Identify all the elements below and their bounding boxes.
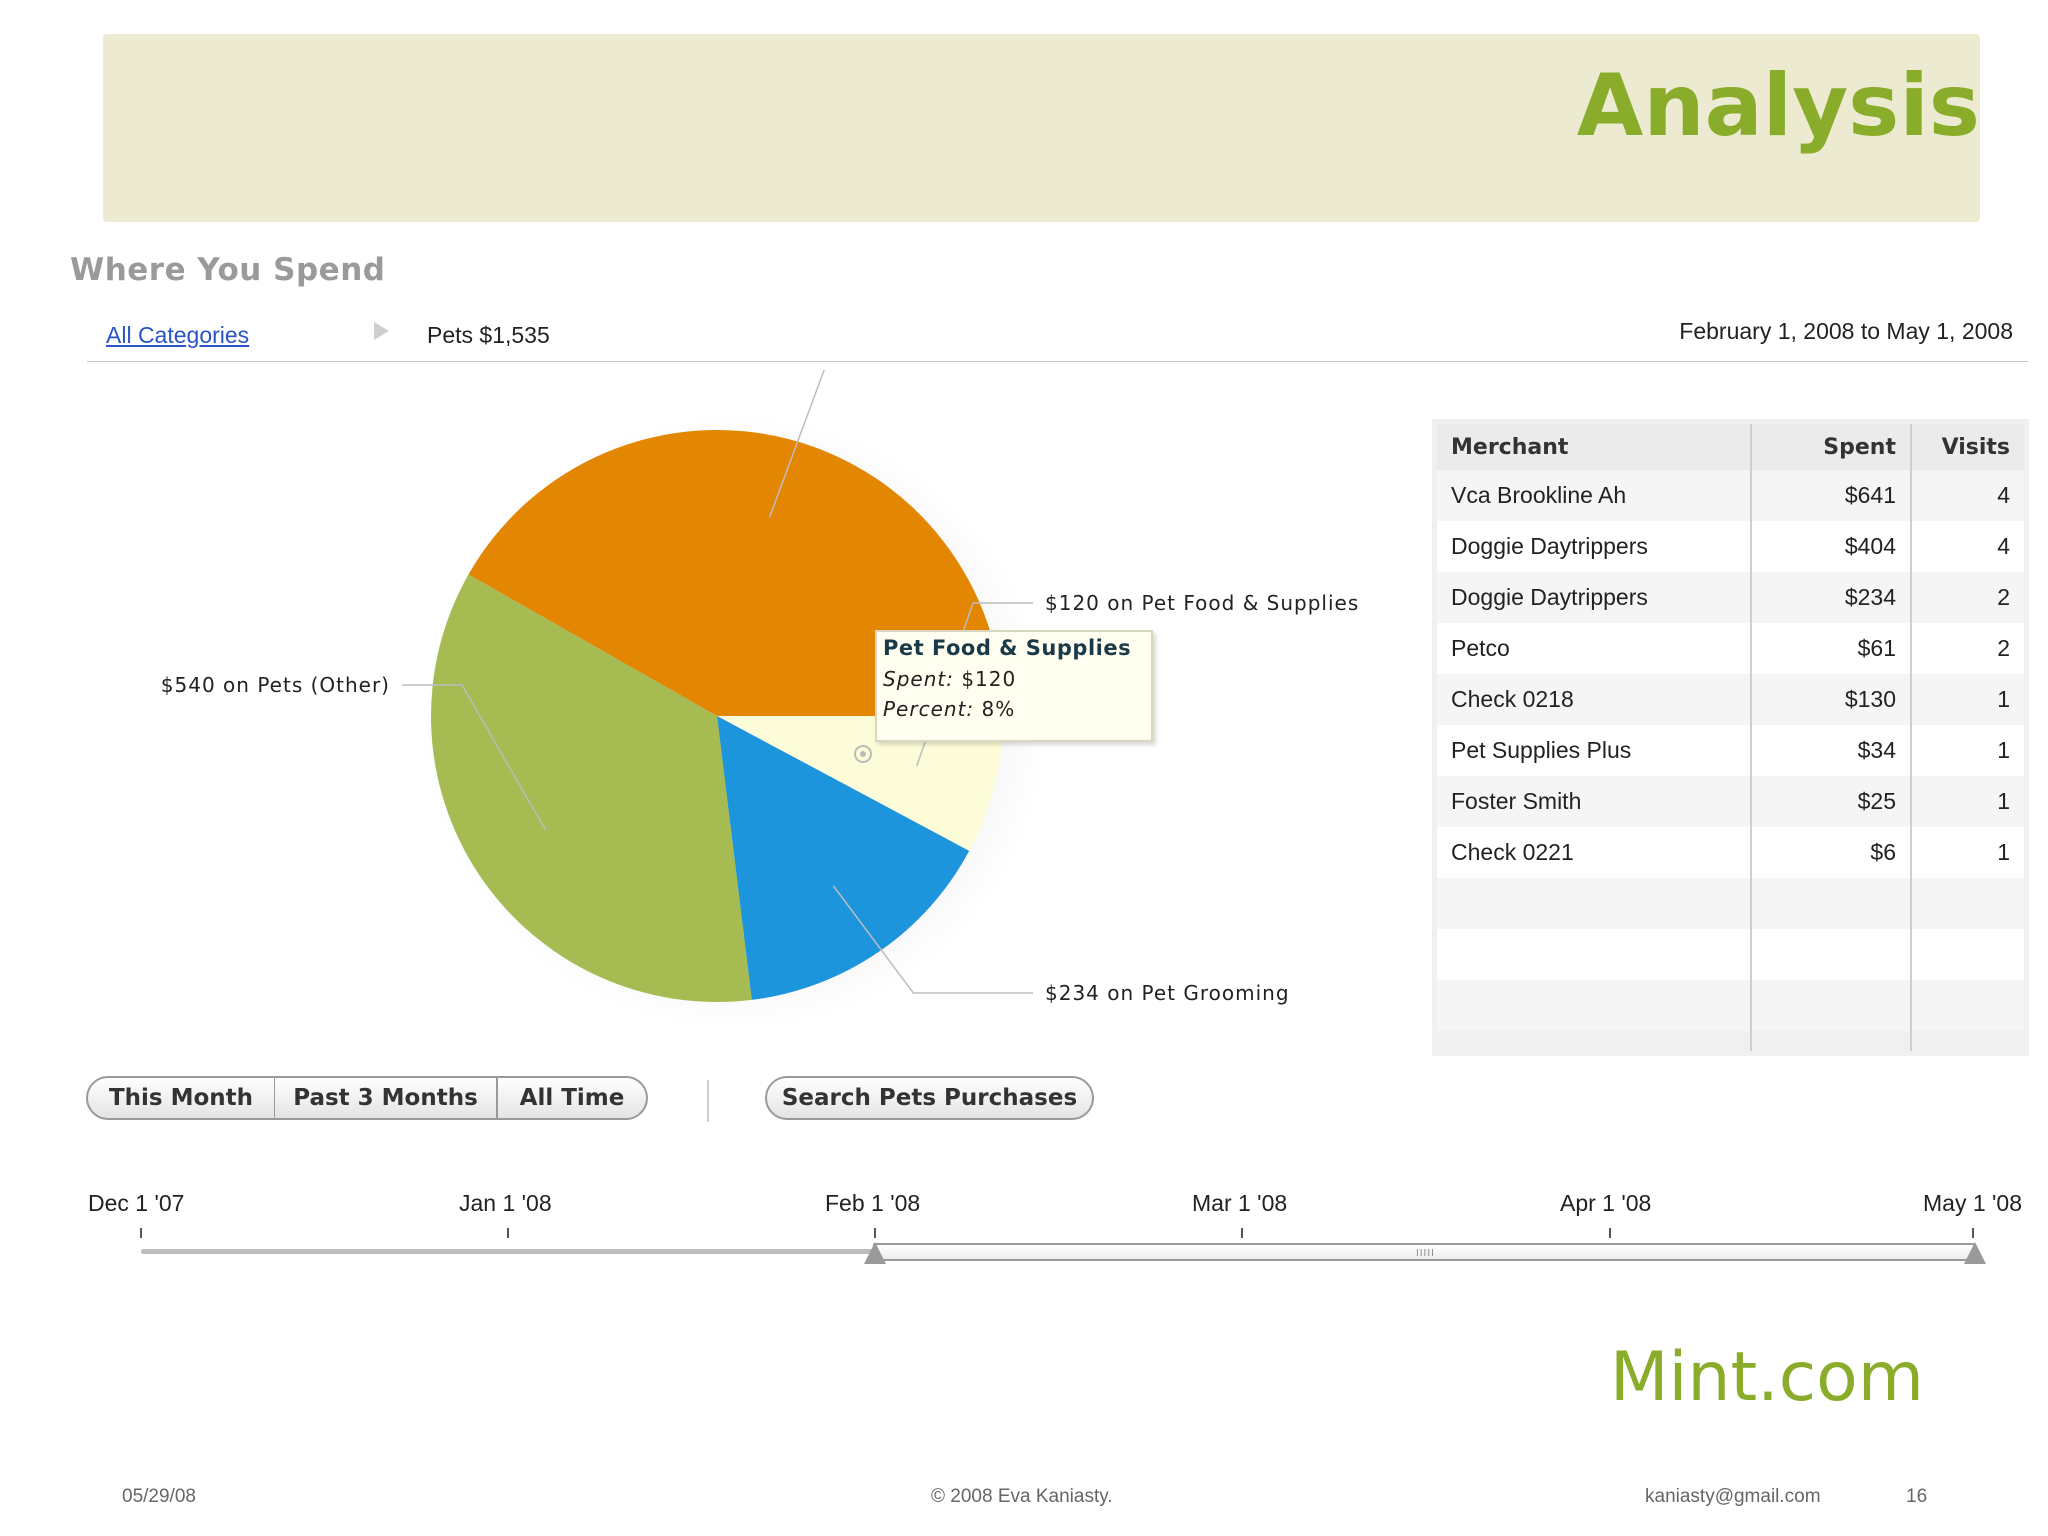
spent-cell: $34 xyxy=(1751,725,1912,776)
visits-cell: 2 xyxy=(1911,572,2024,623)
pie-leader-line xyxy=(832,885,1033,994)
tooltip-title: Pet Food & Supplies xyxy=(883,636,1132,660)
merchant-cell: Check 0221 xyxy=(1437,827,1752,878)
spent-cell: $234 xyxy=(1751,572,1912,623)
timeline-label: Jan 1 '08 xyxy=(459,1190,552,1216)
timeline-tick xyxy=(1241,1228,1243,1238)
timeline-tick xyxy=(874,1228,876,1238)
tooltip-percent-row: Percent: 8% xyxy=(883,697,1015,721)
merchant-cell: Pet Supplies Plus xyxy=(1437,725,1752,776)
visits-cell: 1 xyxy=(1911,827,2024,878)
timeline-end-handle[interactable] xyxy=(1964,1242,1986,1264)
timeline-tick xyxy=(1609,1228,1611,1238)
timeline-label: Mar 1 '08 xyxy=(1192,1190,1288,1216)
pie-slice-pet-food-supplies[interactable] xyxy=(717,716,1003,851)
table-row[interactable]: Pet Supplies Plus $34 1 xyxy=(1437,725,2024,776)
column-header-spent[interactable]: Spent xyxy=(1751,424,1912,470)
merchant-table-panel: Merchant Spent Visits Vca Brookline Ah $6… xyxy=(1432,419,2029,1056)
table-row[interactable]: Vca Brookline Ah $641 4 xyxy=(1437,470,2024,521)
pie-chart: $641 on Veterinary$120 on Pet Food & Sup… xyxy=(161,370,1359,1030)
footer-email: kaniasty@gmail.com xyxy=(1645,1486,1821,1507)
timeline-track xyxy=(141,1249,876,1254)
timeline-label: Feb 1 '08 xyxy=(825,1190,921,1216)
tooltip-spent-label: Spent: xyxy=(883,667,954,691)
spent-cell: $6 xyxy=(1751,827,1912,878)
merchant-cell: Doggie Daytrippers xyxy=(1437,521,1752,572)
slide-title: Analysis xyxy=(1576,56,1980,156)
merchant-cell: Petco xyxy=(1437,623,1752,674)
tooltip-spent-value: $120 xyxy=(961,667,1017,691)
pie-tooltip: Pet Food & Supplies Spent: $120 Percent:… xyxy=(875,630,1153,742)
timeline-grip-icon[interactable]: IIIII xyxy=(1416,1248,1435,1259)
table-row[interactable]: Check 0218 $130 1 xyxy=(1437,674,2024,725)
pie-leader-line xyxy=(402,684,547,831)
divider xyxy=(87,361,2028,362)
pie-label-pet-food-supplies: $120 on Pet Food & Supplies xyxy=(1045,591,1359,615)
column-header-merchant[interactable]: Merchant xyxy=(1437,424,1752,470)
slice-marker-dot xyxy=(860,751,866,757)
date-range: February 1, 2008 to May 1, 2008 xyxy=(1679,318,2013,344)
tooltip-percent-value: 8% xyxy=(981,697,1016,721)
empty-row xyxy=(1437,980,2024,1031)
footer-page-number: 16 xyxy=(1906,1486,1928,1507)
column-header-visits[interactable]: Visits xyxy=(1911,424,2024,470)
column-divider xyxy=(1910,878,1912,1051)
visits-cell: 1 xyxy=(1911,725,2024,776)
merchant-cell: Vca Brookline Ah xyxy=(1437,470,1752,521)
title-banner xyxy=(103,34,1980,222)
visits-cell: 1 xyxy=(1911,674,2024,725)
spent-cell: $130 xyxy=(1751,674,1912,725)
section-title: Where You Spend xyxy=(70,252,386,288)
table-empty-rows xyxy=(1437,878,2024,1051)
timeline-label: Dec 1 '07 xyxy=(88,1190,185,1216)
table-row[interactable]: Doggie Daytrippers $234 2 xyxy=(1437,572,2024,623)
table-row[interactable]: Petco $61 2 xyxy=(1437,623,2024,674)
search-pets-purchases-button[interactable]: Search Pets Purchases xyxy=(765,1076,1094,1120)
pie-label-pet-grooming: $234 on Pet Grooming xyxy=(1045,981,1290,1005)
slice-marker xyxy=(854,745,872,763)
empty-row xyxy=(1437,929,2024,980)
all-time-button[interactable]: All Time xyxy=(496,1076,648,1120)
tooltip-spent-row: Spent: $120 xyxy=(883,667,1016,691)
merchant-table: Merchant Spent Visits Vca Brookline Ah $6… xyxy=(1437,424,2024,878)
spent-cell: $404 xyxy=(1751,521,1912,572)
tooltip-percent-label: Percent: xyxy=(883,697,975,721)
table-row[interactable]: Doggie Daytrippers $404 4 xyxy=(1437,521,2024,572)
pie-label-pets-other: $540 on Pets (Other) xyxy=(161,673,390,697)
timeline-label: Apr 1 '08 xyxy=(1560,1190,1652,1216)
breadcrumb-all-categories-link[interactable]: All Categories xyxy=(106,322,250,348)
spent-cell: $61 xyxy=(1751,623,1912,674)
past-3-months-button[interactable]: Past 3 Months xyxy=(274,1076,498,1120)
pie-leader-line xyxy=(769,370,825,518)
breadcrumb-arrow-icon xyxy=(374,322,389,340)
visits-cell: 2 xyxy=(1911,623,2024,674)
breadcrumb-current: Pets $1,535 xyxy=(427,322,550,348)
table-row[interactable]: Foster Smith $25 1 xyxy=(1437,776,2024,827)
merchant-cell: Check 0218 xyxy=(1437,674,1752,725)
footer-copyright: © 2008 Eva Kaniasty. xyxy=(931,1486,1113,1507)
spent-cell: $641 xyxy=(1751,470,1912,521)
timeline-tick xyxy=(1972,1228,1974,1238)
column-divider xyxy=(1750,878,1752,1051)
merchant-cell: Foster Smith xyxy=(1437,776,1752,827)
spent-cell: $25 xyxy=(1751,776,1912,827)
visits-cell: 4 xyxy=(1911,521,2024,572)
footer-date: 05/29/08 xyxy=(122,1486,196,1507)
empty-row xyxy=(1437,878,2024,929)
pie-slice-pets-other[interactable] xyxy=(431,574,752,1002)
timeline-tick xyxy=(507,1228,509,1238)
this-month-button[interactable]: This Month xyxy=(86,1076,276,1120)
pie-slice-veterinary[interactable] xyxy=(468,429,1003,716)
pie-slice-pet-grooming[interactable] xyxy=(717,716,970,1000)
visits-cell: 4 xyxy=(1911,470,2024,521)
timeline-start-handle[interactable] xyxy=(864,1242,886,1264)
table-row[interactable]: Check 0221 $6 1 xyxy=(1437,827,2024,878)
button-separator xyxy=(707,1080,709,1122)
timeline-label: May 1 '08 xyxy=(1923,1190,2022,1216)
visits-cell: 1 xyxy=(1911,776,2024,827)
brand-logo-text: Mint.com xyxy=(1609,1338,1924,1417)
timeline-tick xyxy=(140,1228,142,1238)
merchant-cell: Doggie Daytrippers xyxy=(1437,572,1752,623)
